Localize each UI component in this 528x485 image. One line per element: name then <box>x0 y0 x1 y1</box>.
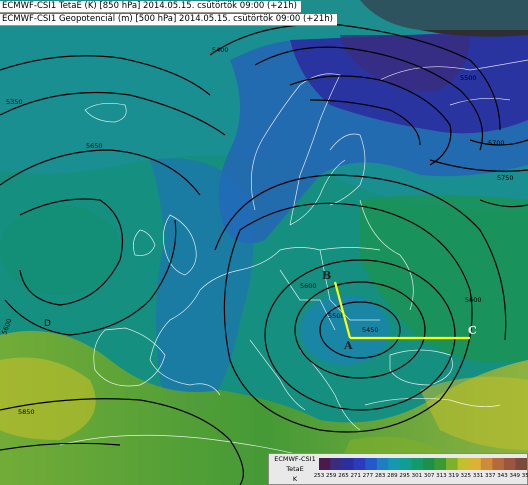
legend-tick-label: 259 <box>325 473 337 479</box>
point-c-label: C <box>468 324 477 337</box>
contour-label-5600a: 5600 <box>300 282 317 290</box>
coastlines <box>59 59 528 459</box>
contour-label-5650: 5650 <box>86 142 103 150</box>
contour-labels: 5400 5350 5500 5650 5700 5750 5600 5600 … <box>0 46 513 416</box>
contour-label-5400: 5400 <box>212 46 229 54</box>
contour-label-5700: 5700 <box>488 139 505 147</box>
legend-tick-label: 265 <box>338 473 349 479</box>
legend-tick-label: 253 <box>313 473 325 479</box>
legend-tick-label: 349 <box>509 473 521 479</box>
legend-tick-label: 295 <box>399 473 410 479</box>
legend-color-swatch <box>342 458 354 470</box>
legend-tick-label: 307 <box>423 473 435 479</box>
legend-tick-label: 353 <box>521 473 528 479</box>
legend-field: TetaE <box>286 465 304 473</box>
section-line-b-a <box>333 281 352 339</box>
legend-tick-label: 301 <box>411 473 423 479</box>
legend-color-swatch <box>411 458 424 470</box>
legend-tick-label: 337 <box>485 473 496 479</box>
legend-color-swatch <box>353 458 366 470</box>
legend-color-swatch <box>434 458 447 470</box>
legend-tick-label: 277 <box>362 473 374 479</box>
legend-tick-label: 343 <box>497 473 508 479</box>
legend-unit: K <box>292 475 298 483</box>
legend-color-swatch <box>457 458 470 470</box>
contour-label-5350: 5350 <box>6 98 23 106</box>
legend-color-swatch <box>376 458 389 470</box>
polar-nodata <box>360 0 528 37</box>
contour-label-5750: 5750 <box>497 174 514 182</box>
legend-color-swatch <box>492 458 505 470</box>
legend-color-swatch <box>469 458 482 470</box>
legend-tick-label: 319 <box>448 473 459 479</box>
legend-color-swatch <box>365 458 378 470</box>
legend-color-swatch <box>423 458 435 470</box>
point-a-label: A <box>343 339 353 352</box>
legend-color-swatch <box>388 458 401 470</box>
cross-section-lines <box>333 281 470 340</box>
contour-label-5500b: 5500 <box>328 312 345 320</box>
geopotential-contours <box>0 23 528 485</box>
legend-tick-label: 289 <box>387 473 398 479</box>
point-b-label: B <box>322 269 331 282</box>
contour-label-5850: 5850 <box>18 408 35 416</box>
legend-color-swatch <box>446 458 458 470</box>
legend-colorbar <box>319 458 527 470</box>
legend-tick-label: 313 <box>436 473 447 479</box>
legend-color-swatch <box>480 458 493 470</box>
legend-tick-label: 271 <box>350 473 361 479</box>
contour-label-5600c: 5600 <box>465 296 482 304</box>
contour-label-5500: 5500 <box>460 74 477 82</box>
header-thetae: ECMWF-CSI1 TetaE (K) [850 hPa] 2014.05.1… <box>0 1 301 13</box>
contour-label-5450: 5450 <box>362 326 379 334</box>
legend-color-swatch <box>330 458 343 470</box>
low-pressure-marker: D <box>44 319 51 329</box>
legend-color-swatch <box>515 458 527 470</box>
legend-tick-label: 325 <box>460 473 472 479</box>
legend-color-swatch <box>319 458 331 470</box>
legend-tick-label: 331 <box>472 473 484 479</box>
color-legend: ECMWF-CSI1 TetaE K 253 259 265 271 277 283 289… <box>268 453 528 485</box>
legend-tick-label: 283 <box>374 473 386 479</box>
header-geopotential: ECMWF-CSI1 Geopotenciál (m) [500 hPa] 20… <box>0 14 337 26</box>
legend-model: ECMWF-CSI1 <box>274 455 316 463</box>
legend-color-swatch <box>503 458 516 470</box>
legend-color-swatch <box>399 458 412 470</box>
